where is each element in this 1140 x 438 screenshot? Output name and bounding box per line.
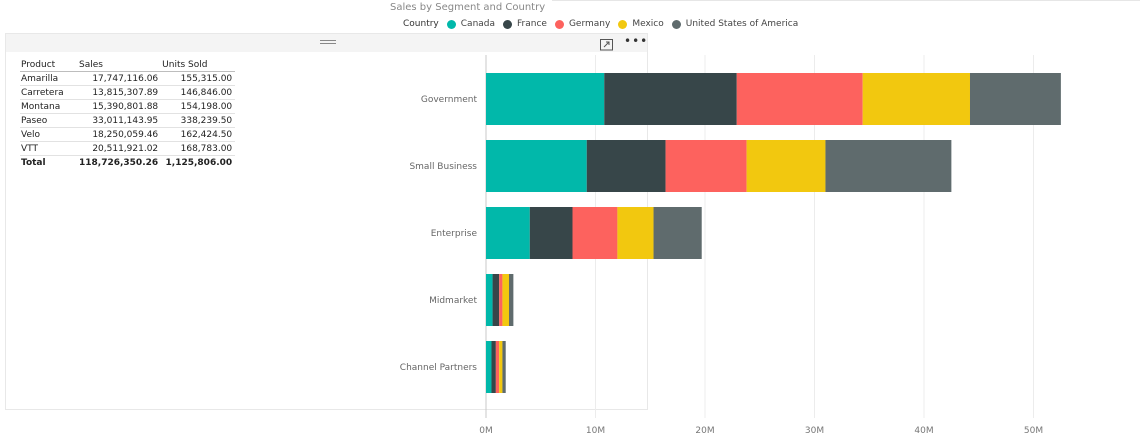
column-header-units-sold[interactable]: Units Sold (161, 59, 236, 72)
bar-segment (969, 73, 1061, 125)
bar-segment (529, 207, 573, 259)
bar-segment (486, 207, 530, 259)
table-row: Amarilla 17,747,116.06 155,315.00 (20, 71, 236, 86)
y-category-label: Channel Partners (400, 363, 478, 373)
legend-swatch (618, 19, 628, 29)
cell-total-label: Total (21, 157, 46, 168)
bar-segment (502, 341, 506, 393)
x-tick-label: 40M (914, 426, 933, 436)
bar-segment (499, 341, 503, 393)
cell-product: Paseo (20, 113, 78, 128)
bar-segment (495, 341, 500, 393)
bar-segment (502, 274, 509, 326)
legend-item-france[interactable]: France (503, 19, 547, 29)
bar-segment (486, 341, 492, 393)
y-category-label: Midmarket (429, 296, 477, 306)
x-tick-label: 30M (805, 426, 824, 436)
bar-segment (604, 73, 737, 125)
y-category-label: Government (421, 95, 478, 105)
x-tick-label: 20M (695, 426, 714, 436)
legend-label: United States of America (685, 19, 799, 29)
cell-units: 154,198.00 (161, 99, 236, 114)
cell-sales: 18,250,059.46 (78, 127, 162, 142)
cell-product: VTT (20, 141, 78, 156)
bar-segment (665, 140, 747, 192)
chart-title: Sales by Segment and Country (390, 2, 546, 13)
bar-segment (736, 73, 863, 125)
cell-units: 338,239.50 (161, 113, 236, 128)
more-options-icon[interactable]: ••• (624, 34, 649, 48)
legend-swatch (446, 19, 456, 29)
bar-segment (499, 274, 503, 326)
cell-sales: 20,511,921.02 (78, 141, 162, 156)
bar-segment (508, 274, 514, 326)
bar-segment (653, 207, 702, 259)
table-row: Carretera 13,815,307.89 146,846.00 (20, 85, 236, 100)
cell-units: 146,846.00 (161, 85, 236, 100)
bar-segment (617, 207, 654, 259)
bar-segment (746, 140, 826, 192)
legend-label: Germany (568, 19, 611, 29)
cell-product: Montana (20, 99, 78, 114)
legend-title: Country (403, 19, 439, 29)
table-row: Montana 15,390,801.88 154,198.00 (20, 99, 236, 114)
cell-total-sales: 118,726,350.26 (79, 157, 159, 168)
cell-product: Carretera (20, 85, 78, 100)
cell-sales: 15,390,801.88 (78, 99, 162, 114)
data-table: Product Sales Units Sold Amarilla 17,747… (20, 59, 236, 170)
legend-item-mexico[interactable]: Mexico (618, 19, 664, 29)
focus-mode-icon[interactable] (600, 36, 614, 51)
bar-segment (491, 341, 496, 393)
bar-segment (486, 140, 587, 192)
bar-segment (486, 274, 493, 326)
y-category-label: Enterprise (431, 229, 478, 239)
y-category-label: Small Business (409, 162, 477, 172)
cell-total-units: 1,125,806.00 (165, 157, 233, 168)
x-tick-label: 0M (479, 426, 493, 436)
cell-units: 162,424.50 (161, 127, 236, 142)
cell-product: Amarilla (20, 71, 78, 86)
legend-swatch (503, 19, 513, 29)
drag-handle-icon[interactable] (320, 40, 336, 46)
cell-sales: 33,011,143.95 (78, 113, 162, 128)
cell-sales: 13,815,307.89 (78, 85, 162, 100)
cell-sales: 17,747,116.06 (78, 71, 162, 86)
x-tick-label: 10M (586, 426, 605, 436)
legend-item-usa[interactable]: United States of America (671, 19, 799, 29)
legend-swatch (671, 19, 681, 29)
page-top-border (552, 0, 1140, 1)
chart-legend: Country Canada France Germany Mexico Uni… (403, 17, 806, 31)
legend-label: Mexico (632, 19, 664, 29)
legend-swatch (554, 19, 564, 29)
cell-units: 168,783.00 (161, 141, 236, 156)
column-header-product[interactable]: Product (20, 59, 78, 72)
table-total-row: Total 118,726,350.26 1,125,806.00 (20, 156, 235, 170)
legend-item-germany[interactable]: Germany (554, 19, 611, 29)
bar-segment (492, 274, 500, 326)
x-tick-label: 50M (1024, 426, 1043, 436)
bar-segment (862, 73, 970, 125)
legend-label: France (517, 19, 547, 29)
legend-label: Canada (460, 19, 496, 29)
bar-segment (486, 73, 605, 125)
table-row: Velo 18,250,059.46 162,424.50 (20, 127, 236, 142)
bar-segment (586, 140, 666, 192)
cell-units: 155,315.00 (161, 71, 236, 86)
table-row: VTT 20,511,921.02 168,783.00 (20, 141, 236, 156)
legend-item-canada[interactable]: Canada (446, 19, 496, 29)
column-header-sales[interactable]: Sales (78, 59, 162, 72)
table-row: Paseo 33,011,143.95 338,239.50 (20, 113, 236, 128)
cell-product: Velo (20, 127, 78, 142)
bar-segment (572, 207, 618, 259)
table-header-row: Product Sales Units Sold (20, 59, 236, 72)
bar-segment (825, 140, 952, 192)
